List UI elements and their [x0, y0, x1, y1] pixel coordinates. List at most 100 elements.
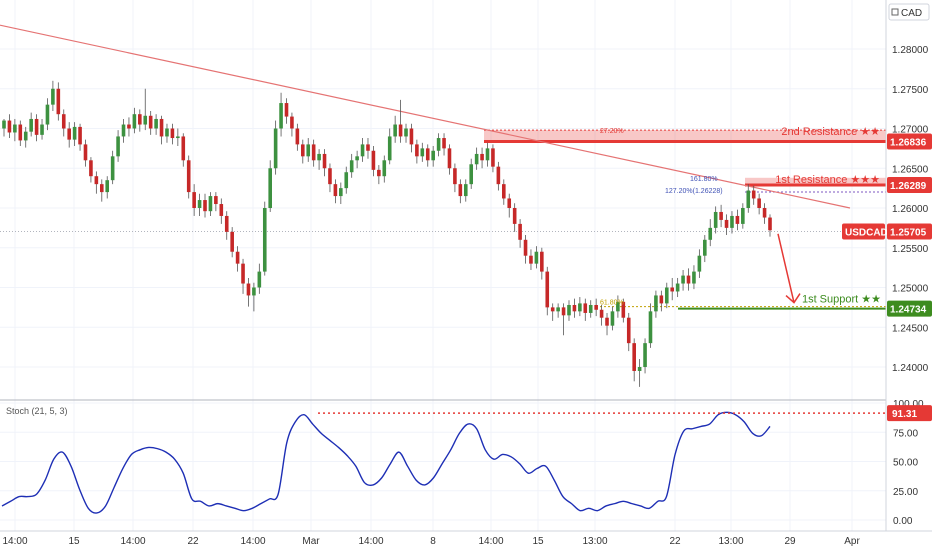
candle [235, 246, 240, 272]
candle [610, 306, 615, 331]
candle [730, 211, 734, 234]
candle [34, 114, 39, 142]
candle [735, 209, 740, 231]
candle [746, 184, 751, 213]
time-tick: 13:00 [718, 536, 743, 547]
candle [268, 160, 272, 212]
candle [485, 142, 490, 167]
candle [496, 161, 501, 191]
currency-selector[interactable]: CAD [888, 3, 930, 21]
candle [224, 211, 229, 240]
price-grid [0, 0, 886, 531]
candle [583, 298, 588, 321]
candle [45, 98, 50, 131]
candle [72, 122, 77, 146]
candle [83, 139, 88, 167]
level-labels: 27.20% 2nd Resistance ★★ 1.26836 161.80% 127… [600, 126, 932, 317]
candle [290, 112, 294, 137]
candle [56, 82, 61, 121]
candle [556, 303, 560, 318]
candle [697, 249, 702, 278]
candle [262, 201, 267, 276]
candle [78, 123, 82, 151]
candle [214, 192, 218, 212]
candle [648, 303, 653, 348]
candle [398, 99, 403, 143]
candle [491, 144, 495, 173]
candle [512, 203, 517, 232]
candle [724, 214, 729, 236]
oscillator-title: Stoch (21, 5, 3) [6, 406, 68, 416]
candlestick-series [2, 80, 772, 387]
candle [534, 246, 539, 269]
oscillator-tick: 0.00 [893, 516, 913, 527]
time-tick: 8 [430, 536, 436, 547]
fib-label: 161.80% [690, 176, 718, 183]
candle [621, 298, 626, 323]
fib-label: 27.20% [600, 128, 624, 135]
price-tick: 1.24500 [892, 323, 929, 334]
oscillator-value-tag: 91.31 [887, 405, 932, 422]
candle [295, 123, 300, 151]
candle [453, 163, 457, 193]
time-tick: 14:00 [240, 536, 265, 547]
time-tick: 14:00 [120, 536, 145, 547]
candle [762, 203, 767, 224]
candle [105, 176, 110, 199]
currency-label: CAD [901, 8, 922, 19]
resistance-2-label: 2nd Resistance ★★ [781, 126, 880, 138]
candle [420, 142, 425, 162]
fib-label-2: 127.20%(1.26228) [665, 188, 723, 195]
resistance-2-price: 1.26836 [890, 138, 927, 149]
time-tick: 14:00 [478, 536, 503, 547]
candle [545, 266, 550, 316]
candle [681, 270, 685, 291]
candle [339, 182, 343, 205]
resistance-1-label: 1st Resistance ★★★ [775, 174, 880, 186]
candle [393, 115, 397, 143]
candle [643, 338, 647, 374]
stoch-line [1, 411, 771, 514]
candle [529, 249, 533, 271]
candle [692, 265, 696, 290]
candle [257, 263, 262, 294]
oscillator-axis: 100.00 75.00 50.00 25.00 0.00 [893, 399, 924, 527]
trendline [0, 24, 851, 209]
candle [360, 138, 365, 162]
time-tick: 22 [187, 536, 199, 547]
oscillator-tick: 25.00 [893, 487, 918, 498]
candle [404, 123, 408, 143]
candle [241, 258, 245, 294]
candle [284, 98, 289, 124]
resistance-1-zone [745, 177, 886, 186]
candle [442, 133, 446, 156]
candle [203, 193, 207, 218]
candle [333, 179, 338, 204]
candle [366, 138, 370, 159]
candle [349, 153, 354, 178]
price-tick: 1.25000 [892, 284, 929, 295]
candle [143, 88, 148, 131]
candle [523, 235, 528, 264]
candle [99, 179, 104, 202]
time-tick: 14:00 [2, 536, 27, 547]
support-1-price: 1.24734 [890, 305, 927, 316]
candle [192, 184, 196, 216]
candle [18, 120, 23, 146]
candle [425, 144, 430, 167]
candle [713, 206, 718, 234]
candle [138, 109, 142, 132]
fib-label: 61.80% [600, 300, 624, 307]
candle [415, 139, 419, 164]
candle [659, 290, 664, 312]
oscillator-tick: 100.00 [893, 399, 924, 410]
candle [148, 111, 153, 135]
price-tick: 1.28000 [892, 45, 929, 56]
oscillator-tick: 50.00 [893, 458, 918, 469]
symbol-label: USDCAD [845, 227, 888, 238]
candle [176, 128, 180, 146]
candle [768, 214, 772, 237]
candle [632, 338, 636, 382]
